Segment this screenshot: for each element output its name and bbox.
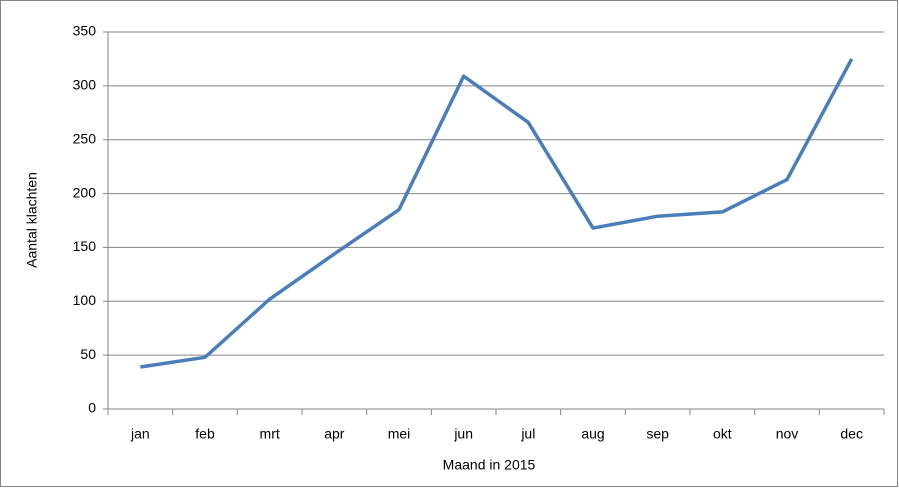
x-tick-label: jul (520, 426, 535, 442)
y-tick-label: 350 (73, 23, 97, 39)
x-tick-label: mei (388, 426, 411, 442)
x-tick-label: sep (646, 426, 669, 442)
data-line (140, 58, 854, 369)
y-tick-label: 100 (73, 292, 97, 308)
y-tick-label: 150 (73, 238, 97, 254)
x-tick-label: dec (840, 426, 863, 442)
y-tick-label: 300 (73, 77, 97, 93)
x-tick-label: apr (324, 426, 345, 442)
x-tick-label: mrt (260, 426, 280, 442)
x-tick-label: feb (195, 426, 215, 442)
y-axis-label: Aantal klachten (24, 172, 40, 268)
y-tick-label: 200 (73, 184, 97, 200)
x-tick-label: okt (713, 426, 732, 442)
y-tick-label: 0 (88, 400, 96, 416)
x-tick-label: jan (130, 426, 150, 442)
x-tick-label: nov (776, 426, 799, 442)
x-tick-label: aug (581, 426, 604, 442)
x-axis-label: Maand in 2015 (443, 457, 536, 473)
y-tick-label: 250 (73, 130, 97, 146)
y-tick-label: 50 (80, 346, 96, 362)
x-tick-label: jun (453, 426, 473, 442)
